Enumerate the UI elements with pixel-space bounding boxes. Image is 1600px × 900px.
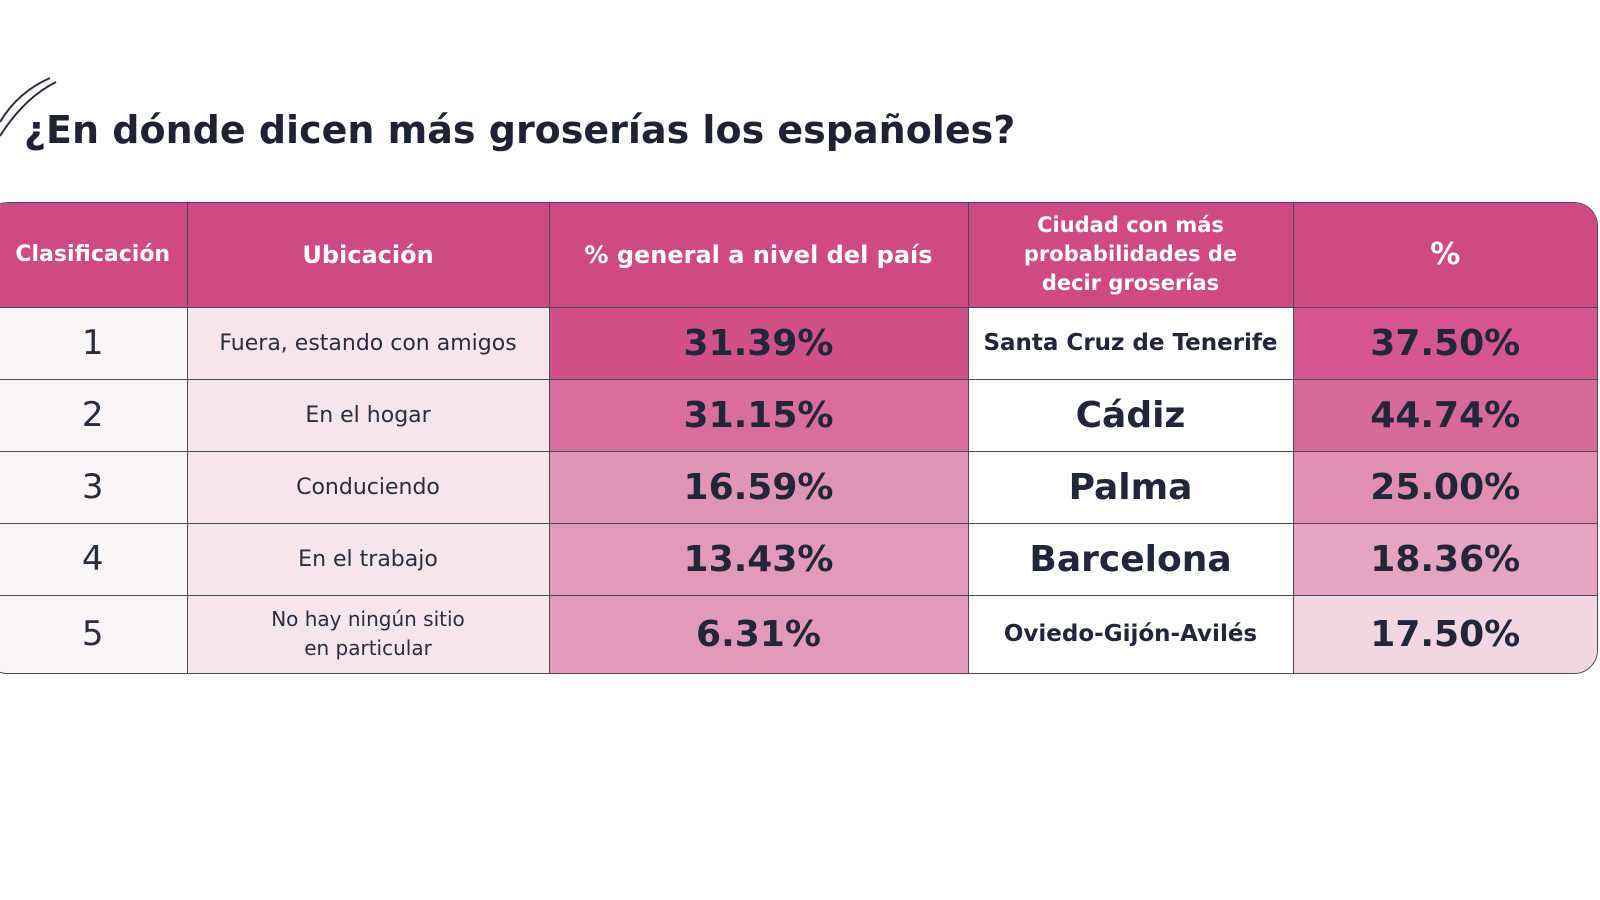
- ranking-table: Clasificación Ubicación % general a nive…: [0, 203, 1597, 673]
- column-header-general-percent: % general a nivel del país: [548, 203, 969, 308]
- column-header-city: Ciudad con más probabilidades de decir g…: [967, 203, 1294, 308]
- table-row: 5 No hay ningún sitio en particular 6.31…: [0, 594, 1597, 673]
- city-cell: Oviedo-Gijón-Avilés: [967, 594, 1294, 673]
- location-cell: En el hogar: [186, 378, 550, 452]
- general-percent-cell: 31.15%: [548, 378, 969, 452]
- general-percent-cell: 13.43%: [548, 522, 969, 596]
- column-header-location: Ubicación: [186, 203, 550, 308]
- city-percent-cell: 17.50%: [1292, 594, 1597, 673]
- location-line-2: en particular: [304, 636, 432, 661]
- city-cell: Cádiz: [967, 378, 1294, 452]
- column-header-city-percent: %: [1292, 203, 1597, 308]
- city-cell: Santa Cruz de Tenerife: [967, 306, 1294, 380]
- table-row: 1 Fuera, estando con amigos 31.39% Santa…: [0, 306, 1597, 380]
- city-cell: Palma: [967, 450, 1294, 524]
- city-cell: Barcelona: [967, 522, 1294, 596]
- table-row: 2 En el hogar 31.15% Cádiz 44.74%: [0, 378, 1597, 452]
- city-percent-cell: 44.74%: [1292, 378, 1597, 452]
- general-percent-cell: 31.39%: [548, 306, 969, 380]
- location-cell: No hay ningún sitio en particular: [186, 594, 550, 673]
- location-cell: Conduciendo: [186, 450, 550, 524]
- city-percent-cell: 25.00%: [1292, 450, 1597, 524]
- rank-cell: 5: [0, 594, 188, 673]
- rank-cell: 3: [0, 450, 188, 524]
- table-header-row: Clasificación Ubicación % general a nive…: [0, 203, 1597, 308]
- location-cell: Fuera, estando con amigos: [186, 306, 550, 380]
- table-row: 4 En el trabajo 13.43% Barcelona 18.36%: [0, 522, 1597, 596]
- page-title: ¿En dónde dicen más groserías los españo…: [24, 108, 1016, 152]
- location-line-1: No hay ningún sitio: [271, 607, 465, 632]
- rank-cell: 1: [0, 306, 188, 380]
- rank-cell: 2: [0, 378, 188, 452]
- decorative-curve-icon: [0, 77, 57, 137]
- rank-cell: 4: [0, 522, 188, 596]
- location-cell: En el trabajo: [186, 522, 550, 596]
- column-header-rank: Clasificación: [0, 203, 188, 308]
- general-percent-cell: 16.59%: [548, 450, 969, 524]
- city-percent-cell: 37.50%: [1292, 306, 1597, 380]
- general-percent-cell: 6.31%: [548, 594, 969, 673]
- ranking-table-container: Clasificación Ubicación % general a nive…: [0, 202, 1598, 674]
- table-row: 3 Conduciendo 16.59% Palma 25.00%: [0, 450, 1597, 524]
- city-percent-cell: 18.36%: [1292, 522, 1597, 596]
